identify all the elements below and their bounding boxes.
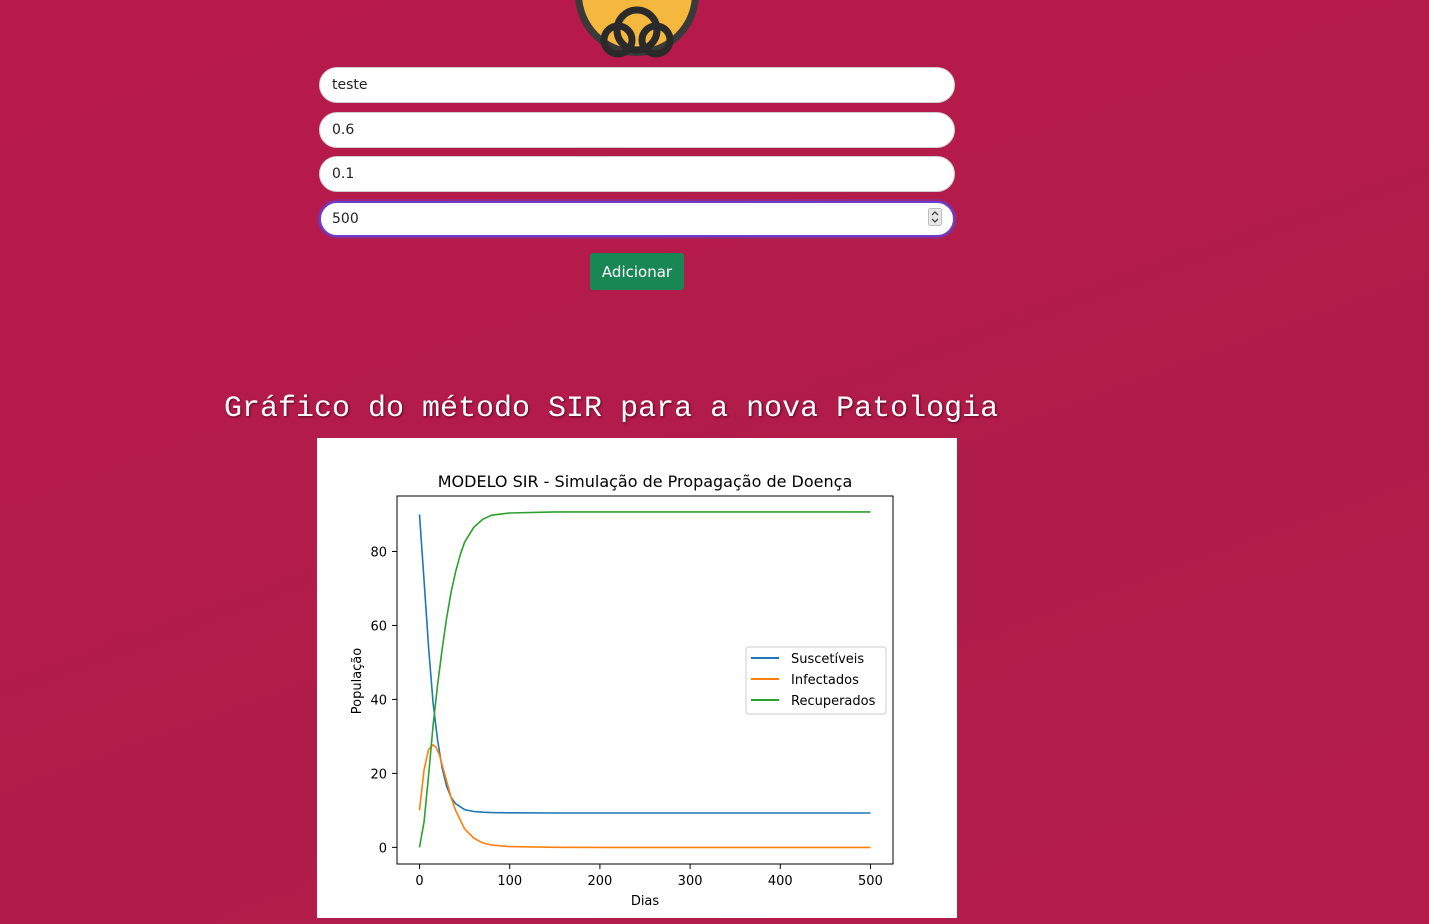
number-stepper-icon[interactable]: [928, 208, 942, 226]
sir-chart: MODELO SIR - Simulação de Propagação de …: [350, 472, 894, 909]
legend-label-recuperados: Recuperados: [791, 694, 876, 709]
add-button[interactable]: Adicionar: [590, 253, 684, 290]
chart-section-heading: Gráfico do método SIR para a nova Patolo…: [224, 392, 999, 426]
x-tick-label: 300: [678, 874, 703, 889]
days-input[interactable]: [319, 201, 955, 237]
name-input[interactable]: [319, 67, 955, 103]
y-axis-label: População: [350, 648, 365, 715]
x-axis-label: Dias: [631, 894, 660, 909]
y-tick-label: 60: [370, 619, 387, 634]
series-line-infectados: [418, 743, 871, 849]
y-tick-label: 20: [370, 767, 387, 782]
x-tick-label: 400: [768, 874, 793, 889]
y-tick-label: 80: [370, 545, 387, 560]
plot-frame: [396, 495, 894, 865]
x-tick-label: 500: [858, 874, 883, 889]
legend-label-suscetiveis: Suscetíveis: [791, 652, 864, 667]
beta-input[interactable]: [319, 112, 955, 148]
chart-title: MODELO SIR - Simulação de Propagação de …: [438, 472, 853, 491]
y-tick-label: 40: [370, 693, 387, 708]
gamma-input[interactable]: [319, 156, 955, 192]
x-tick-label: 0: [415, 874, 423, 889]
chart-legend: Suscetíveis Infectados Recuperados: [745, 646, 887, 715]
series-line-recuperados: [418, 511, 871, 848]
legend-label-infectados: Infectados: [791, 673, 859, 688]
x-tick-label: 100: [497, 874, 522, 889]
biohazard-icon: [575, 0, 699, 58]
sir-chart-image: MODELO SIR - Simulação de Propagação de …: [317, 438, 957, 918]
series-line-suscetiveis: [418, 514, 871, 814]
y-tick-label: 0: [379, 841, 387, 856]
x-tick-label: 200: [587, 874, 612, 889]
